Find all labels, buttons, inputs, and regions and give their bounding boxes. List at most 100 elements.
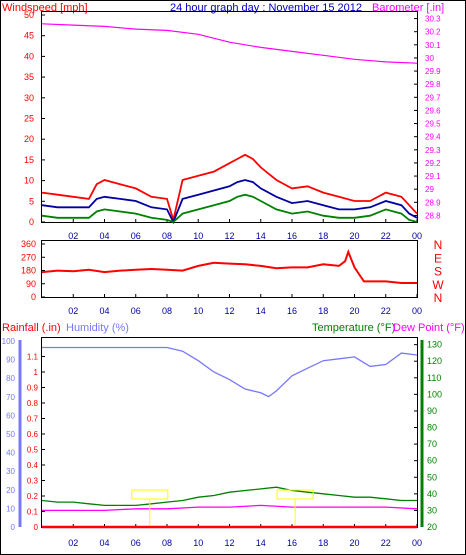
wind-direction-line [41,249,417,284]
direction-x-tick-label: 04 [99,306,109,316]
barometer-y-tick-label: 29.3 [425,146,441,155]
wind-x-tick-label: 20 [349,231,359,241]
climate-x-tick-label: 22 [381,538,391,548]
barometer-axis-title: Barometer [.in] [372,2,444,14]
barometer-y-tick-label: 30.2 [425,28,441,37]
barometer-y-tick-label: 29.7 [425,93,441,102]
wind-y-tick-label: 25 [24,114,34,124]
compass-label: E [434,251,442,265]
barometer-y-tick-label: 29.8 [425,80,441,89]
barometer-y-tick-label: 28.8 [425,211,441,220]
rainfall-y-tick-label: 0.1 [27,508,39,517]
temperature-line [41,486,417,507]
wind-y-tick-label: 20 [24,134,34,144]
climate-x-tick-label: 08 [162,538,172,548]
temperature-y-tick-label: 80 [427,423,437,433]
wind-y-tick-label: 0 [29,217,34,227]
chart-marks: 0510152025303540455028.828.92929.129.229… [2,10,445,548]
direction-x-tick-label: 18 [318,306,328,316]
rainfall-y-tick-label: 0.5 [27,446,39,455]
dewpoint-line [42,504,418,512]
temperature-y-tick-label: 110 [427,373,441,383]
wind-x-tick-label: 04 [99,231,109,241]
barometer-line [41,23,418,64]
rainfall-y-tick-label: 1.1 [27,353,39,362]
barometer-y-tick-label: 29.9 [425,67,441,76]
wind-y-tick-label: 10 [24,176,34,186]
direction-panel-frame [41,240,418,298]
barometer-y-tick-label: 28.9 [425,198,441,207]
temperature-y-tick-label: 50 [427,472,437,482]
barometer-y-tick-label: 29.4 [425,133,441,142]
temperature-axis-title: Temperature (°F) [312,322,395,334]
climate-x-tick-label: 10 [193,538,203,548]
compass-label: N [434,291,443,305]
barometer-y-tick-label: 29.6 [425,106,441,115]
barometer-y-tick-label: 29.5 [425,120,441,129]
wind-x-tick-label: 00 [412,231,422,241]
humidity-y-tick-label: 10 [6,504,15,513]
climate-x-tick-label: 06 [131,538,141,548]
wind-x-tick-label: 14 [256,231,266,241]
average-wind-line [41,179,418,225]
temperature-y-tick-label: 100 [427,389,442,399]
direction-y-tick-label: 360 [21,239,36,249]
wind-y-tick-label: 15 [24,155,34,165]
rainfall-axis-title: Rainfall (.in) [2,322,61,334]
rainfall-y-tick-label: 0.7 [27,415,39,424]
direction-x-tick-label: 14 [256,306,266,316]
direction-y-tick-label: 270 [21,252,36,262]
chart-title: 24 hour graph day : November 15 2012 [170,2,362,14]
wind-x-tick-label: 08 [162,231,172,241]
barometer-y-tick-label: 30.1 [425,41,441,50]
direction-x-tick-label: 08 [162,306,172,316]
temperature-y-tick-label: 30 [427,505,437,515]
climate-x-tick-label: 00 [412,538,422,548]
wind-x-tick-label: 18 [318,231,328,241]
wind-y-tick-label: 5 [29,196,34,206]
windspeed-line [41,153,418,224]
wind-panel-frame [41,11,418,223]
temperature-y-tick-label: 20 [427,522,437,532]
climate-x-tick-label: 18 [318,538,328,548]
rainfall-y-tick-label: 0.4 [27,461,39,470]
temperature-y-tick-label: 70 [427,439,437,449]
direction-x-tick-label: 12 [224,306,234,316]
rainfall-y-tick-label: 0.3 [27,477,39,486]
wind-x-tick-label: 06 [131,231,141,241]
wind-x-tick-label: 22 [381,231,391,241]
humidity-y-tick-label: 0 [11,523,16,532]
barometer-y-tick-label: 30.3 [425,15,441,24]
humidity-y-tick-label: 60 [6,411,15,420]
wind-x-tick-label: 16 [287,231,297,241]
humidity-y-tick-label: 20 [6,486,15,495]
temperature-y-tick-label: 60 [427,456,437,466]
direction-x-tick-label: 00 [412,306,422,316]
green-wind-line [41,193,418,224]
temperature-y-tick-label: 90 [427,406,437,416]
temperature-y-tick-label: 40 [427,489,437,499]
rainfall-y-tick-label: 0.8 [27,399,39,408]
direction-x-tick-label: 22 [381,306,391,316]
humidity-y-tick-label: 80 [6,374,15,383]
temperature-y-tick-label: 120 [427,356,442,366]
wind-x-tick-label: 02 [68,231,78,241]
wind-y-tick-label: 50 [24,10,34,20]
wind-y-tick-label: 40 [24,51,34,61]
barometer-y-tick-label: 29.1 [425,172,441,181]
windspeed-axis-title: Windspeed [mph] [2,2,88,14]
wind-y-tick-label: 45 [24,31,34,41]
wind-x-tick-label: 10 [193,231,203,241]
climate-x-tick-label: 12 [224,538,234,548]
climate-x-tick-label: 20 [349,538,359,548]
rainfall-y-tick-label: 0.2 [27,492,39,501]
barometer-y-tick-label: 29 [425,185,434,194]
direction-y-tick-label: 0 [31,292,36,302]
climate-x-tick-label: 16 [287,538,297,548]
rainfall-y-tick-label: 0 [34,523,39,532]
rainfall-y-tick-label: 0.6 [27,430,39,439]
barometer-y-tick-label: 30 [425,54,434,63]
